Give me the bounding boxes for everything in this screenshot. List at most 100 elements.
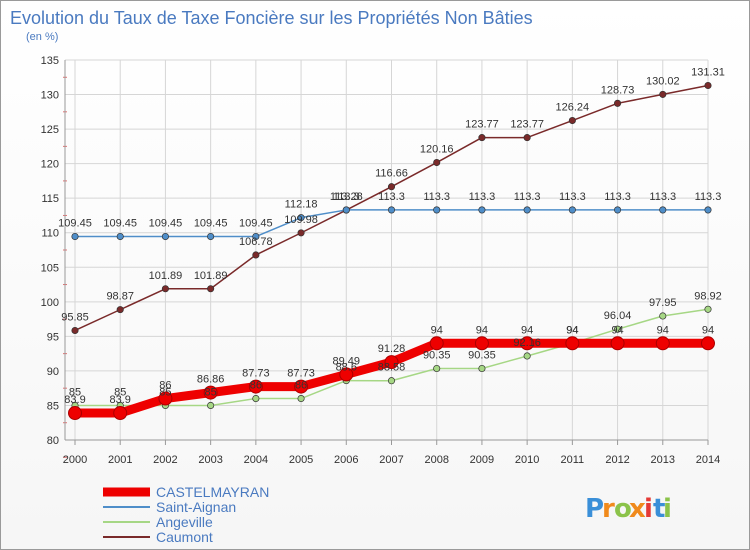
data-point [71, 326, 79, 335]
x-tick-label: 2004 [244, 454, 268, 466]
data-point [478, 364, 486, 373]
data-label: 85 [205, 386, 217, 398]
data-label: 86 [159, 380, 171, 392]
data-point [252, 232, 260, 241]
data-point [297, 394, 305, 403]
data-point [203, 385, 218, 400]
chart-title: Evolution du Taux de Taxe Foncière sur l… [10, 8, 533, 28]
y-tick-label: 100 [41, 297, 59, 309]
y-tick-label: 120 [41, 159, 59, 171]
logo-letter: x [629, 494, 646, 524]
data-point [294, 379, 309, 394]
data-point [158, 391, 173, 406]
data-point [429, 336, 444, 351]
data-label: 113.3 [604, 191, 631, 203]
data-label: 94 [611, 324, 623, 336]
logo-letter: i [663, 494, 672, 524]
x-tick-label: 2010 [515, 454, 539, 466]
data-point [433, 158, 441, 167]
x-tick-label: 2011 [561, 454, 585, 466]
x-tick-label: 2013 [651, 454, 675, 466]
data-label: 88.6 [336, 362, 357, 374]
data-point [478, 206, 486, 214]
data-point [297, 229, 305, 237]
data-point [207, 232, 215, 241]
data-label: 90.35 [423, 349, 451, 361]
data-label: 86 [295, 380, 307, 392]
legend-label: Angeville [156, 514, 213, 530]
data-label: 83.9 [64, 394, 85, 406]
data-label: 113.3 [423, 191, 450, 203]
data-point [433, 364, 441, 373]
data-label: 86 [250, 380, 262, 392]
data-label: 94 [431, 324, 443, 336]
data-label: 128.73 [601, 84, 635, 96]
data-point [614, 325, 622, 333]
y-tick-label: 80 [47, 435, 59, 447]
data-label: 91.28 [378, 343, 406, 355]
y-tick-label: 130 [41, 90, 59, 102]
data-point [252, 394, 260, 403]
data-label: 83.9 [110, 394, 131, 406]
data-point [523, 206, 531, 214]
x-tick-label: 2014 [696, 454, 720, 466]
data-point [252, 251, 260, 259]
x-tick-label: 2012 [605, 454, 629, 466]
data-point [659, 206, 667, 214]
data-point [478, 134, 486, 142]
data-label: 94 [566, 324, 578, 336]
data-label: 85 [69, 386, 81, 398]
data-label: 123.77 [510, 119, 544, 131]
data-label: 94 [476, 324, 488, 336]
data-point [568, 116, 576, 125]
y-tick-label: 95 [47, 331, 59, 343]
data-label: 85 [114, 386, 126, 398]
data-label: 96.04 [604, 310, 632, 322]
data-point [116, 232, 124, 241]
data-label: 131.31 [691, 66, 725, 78]
data-label: 85 [159, 386, 171, 398]
x-tick-label: 2005 [289, 454, 313, 466]
data-label: 94 [702, 324, 714, 336]
data-point [387, 377, 396, 385]
data-point [113, 406, 128, 421]
data-point [659, 312, 667, 320]
data-label: 87.73 [242, 368, 270, 380]
series-caumont [71, 81, 712, 335]
data-point [339, 367, 354, 382]
data-point [474, 336, 489, 351]
data-label: 101.89 [149, 270, 183, 282]
data-point [161, 285, 169, 293]
data-point [297, 214, 305, 222]
data-point [342, 206, 350, 214]
series-castelmayran [68, 336, 715, 421]
data-label: 90.35 [468, 349, 496, 361]
y-tick-label: 135 [41, 55, 59, 67]
x-tick-label: 2006 [334, 454, 358, 466]
x-tick-label: 2007 [379, 454, 403, 466]
data-label: 113.3 [333, 191, 360, 203]
data-label: 86.86 [197, 374, 225, 386]
data-label: 130.02 [646, 75, 680, 87]
data-point [520, 336, 535, 351]
data-label: 113.3 [514, 191, 541, 203]
data-point [701, 336, 715, 351]
data-label: 89.49 [333, 355, 361, 367]
data-point [161, 232, 169, 241]
data-label: 113.3 [559, 191, 586, 203]
chart-subtitle: (en %) [26, 31, 58, 43]
logo-letter: P [585, 494, 604, 524]
data-point [207, 401, 215, 410]
data-point [68, 406, 82, 421]
x-tick-label: 2001 [108, 454, 132, 466]
data-label: 95.85 [61, 311, 89, 323]
data-label: 113.3 [695, 191, 722, 203]
data-label: 98.87 [106, 291, 134, 303]
data-point [655, 336, 670, 351]
data-label: 109.98 [284, 214, 318, 226]
y-tick-label: 125 [41, 124, 59, 136]
legend-label: CASTELMAYRAN [156, 484, 269, 500]
data-label: 109.45 [239, 218, 273, 230]
